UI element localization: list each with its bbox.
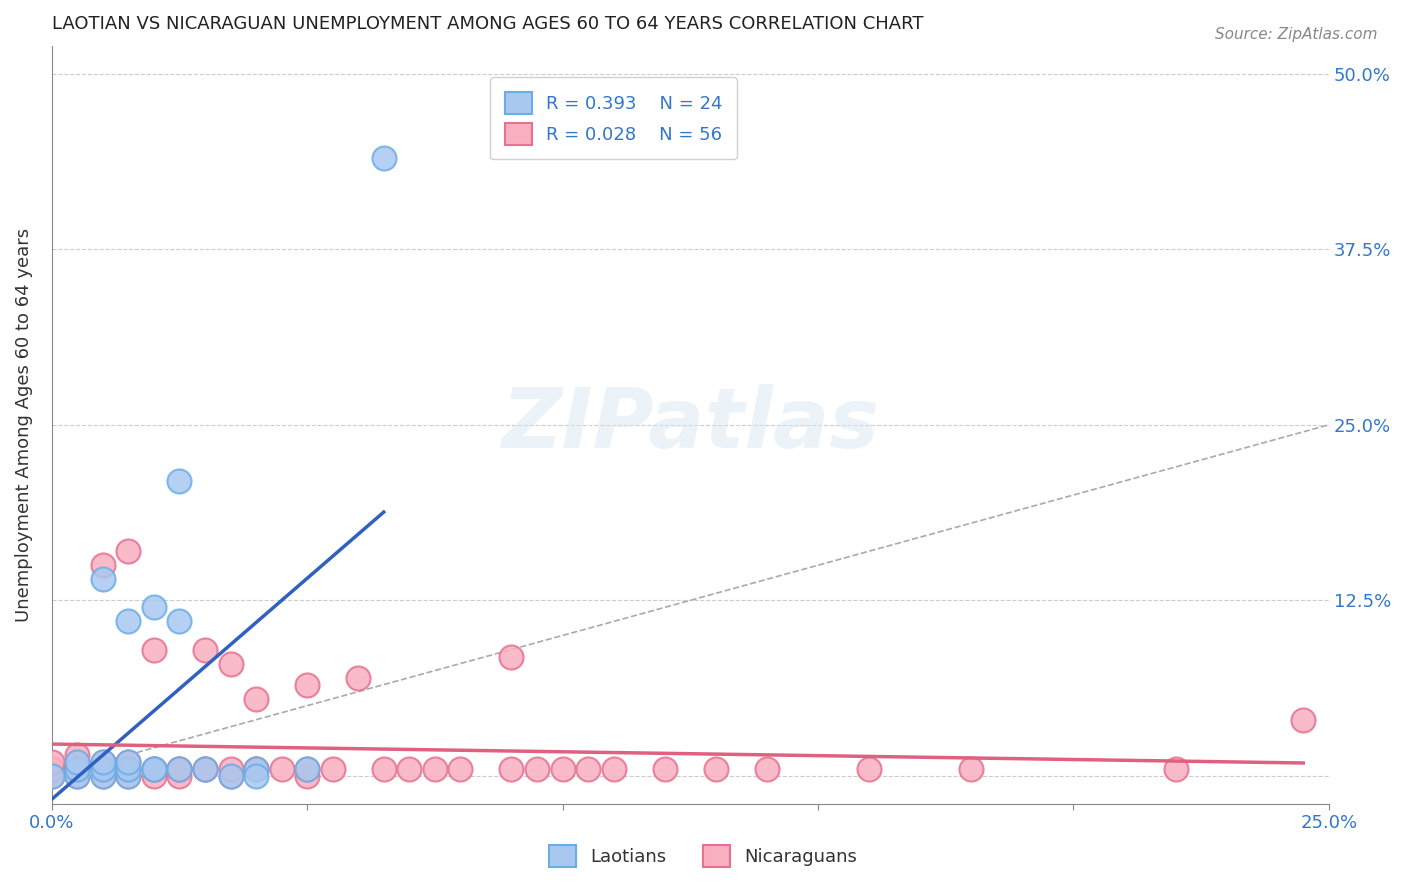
Point xyxy=(142,762,165,776)
Point xyxy=(270,762,292,776)
Point xyxy=(91,755,114,769)
Point xyxy=(295,678,318,692)
Point xyxy=(41,755,63,769)
Point xyxy=(373,151,395,165)
Point xyxy=(142,762,165,776)
Point xyxy=(117,615,139,629)
Point xyxy=(501,649,523,664)
Point xyxy=(117,544,139,558)
Point xyxy=(142,769,165,783)
Point xyxy=(66,747,89,762)
Y-axis label: Unemployment Among Ages 60 to 64 years: Unemployment Among Ages 60 to 64 years xyxy=(15,227,32,622)
Point xyxy=(755,762,778,776)
Point xyxy=(219,657,242,671)
Point xyxy=(66,762,89,776)
Point xyxy=(219,769,242,783)
Point xyxy=(654,762,676,776)
Point xyxy=(602,762,624,776)
Text: LAOTIAN VS NICARAGUAN UNEMPLOYMENT AMONG AGES 60 TO 64 YEARS CORRELATION CHART: LAOTIAN VS NICARAGUAN UNEMPLOYMENT AMONG… xyxy=(52,15,924,33)
Point xyxy=(117,762,139,776)
Text: ZIPatlas: ZIPatlas xyxy=(502,384,879,466)
Point xyxy=(245,762,267,776)
Point xyxy=(423,762,446,776)
Point xyxy=(142,762,165,776)
Point xyxy=(194,762,217,776)
Point xyxy=(117,769,139,783)
Point xyxy=(526,762,548,776)
Point xyxy=(322,762,344,776)
Point xyxy=(704,762,727,776)
Point xyxy=(117,762,139,776)
Point xyxy=(169,474,191,488)
Legend: Laotians, Nicaraguans: Laotians, Nicaraguans xyxy=(541,838,865,874)
Point xyxy=(551,762,574,776)
Point xyxy=(449,762,471,776)
Point xyxy=(219,762,242,776)
Point xyxy=(501,762,523,776)
Point xyxy=(194,642,217,657)
Point xyxy=(117,755,139,769)
Point xyxy=(66,762,89,776)
Point xyxy=(169,762,191,776)
Point xyxy=(295,762,318,776)
Point xyxy=(219,769,242,783)
Point xyxy=(245,762,267,776)
Point xyxy=(91,558,114,573)
Point xyxy=(66,755,89,769)
Point xyxy=(169,762,191,776)
Point xyxy=(91,572,114,586)
Point xyxy=(169,615,191,629)
Point xyxy=(960,762,983,776)
Point xyxy=(91,762,114,776)
Text: Source: ZipAtlas.com: Source: ZipAtlas.com xyxy=(1215,27,1378,42)
Point xyxy=(91,769,114,783)
Point xyxy=(41,769,63,783)
Point xyxy=(1164,762,1187,776)
Point xyxy=(295,769,318,783)
Point xyxy=(117,769,139,783)
Point xyxy=(66,755,89,769)
Point xyxy=(347,671,370,685)
Point xyxy=(194,762,217,776)
Point xyxy=(576,762,599,776)
Point xyxy=(142,762,165,776)
Point xyxy=(245,762,267,776)
Point xyxy=(91,762,114,776)
Point xyxy=(398,762,420,776)
Point xyxy=(66,762,89,776)
Legend: R = 0.393    N = 24, R = 0.028    N = 56: R = 0.393 N = 24, R = 0.028 N = 56 xyxy=(491,78,737,160)
Point xyxy=(858,762,880,776)
Point xyxy=(66,769,89,783)
Point xyxy=(117,755,139,769)
Point xyxy=(91,762,114,776)
Point xyxy=(41,769,63,783)
Point xyxy=(41,762,63,776)
Point xyxy=(169,762,191,776)
Point xyxy=(91,755,114,769)
Point xyxy=(1292,713,1315,727)
Point xyxy=(373,762,395,776)
Point xyxy=(142,642,165,657)
Point xyxy=(142,600,165,615)
Point xyxy=(245,769,267,783)
Point xyxy=(91,769,114,783)
Point xyxy=(194,762,217,776)
Point xyxy=(169,769,191,783)
Point xyxy=(295,762,318,776)
Point xyxy=(245,691,267,706)
Point xyxy=(66,769,89,783)
